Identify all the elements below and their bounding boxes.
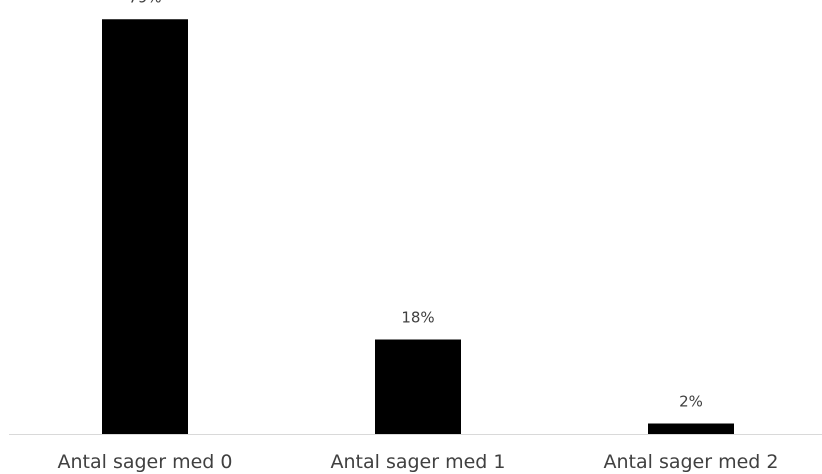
category-label-2: Antal sager med 2 (604, 451, 779, 473)
bar-2 (648, 423, 734, 434)
data-label-2: 2% (679, 393, 703, 411)
bar-0 (102, 19, 188, 434)
category-labels-group: Antal sager med 0 Antal sager med 1 Antal … (58, 451, 779, 473)
data-label-0: 79% (128, 0, 161, 6)
bars-group (102, 19, 734, 434)
category-label-0: Antal sager med 0 (58, 451, 233, 473)
data-label-1: 18% (401, 309, 434, 327)
category-label-1: Antal sager med 1 (331, 451, 506, 473)
data-labels-group: 79% 18% 2% (128, 0, 703, 411)
bar-1 (375, 339, 461, 434)
